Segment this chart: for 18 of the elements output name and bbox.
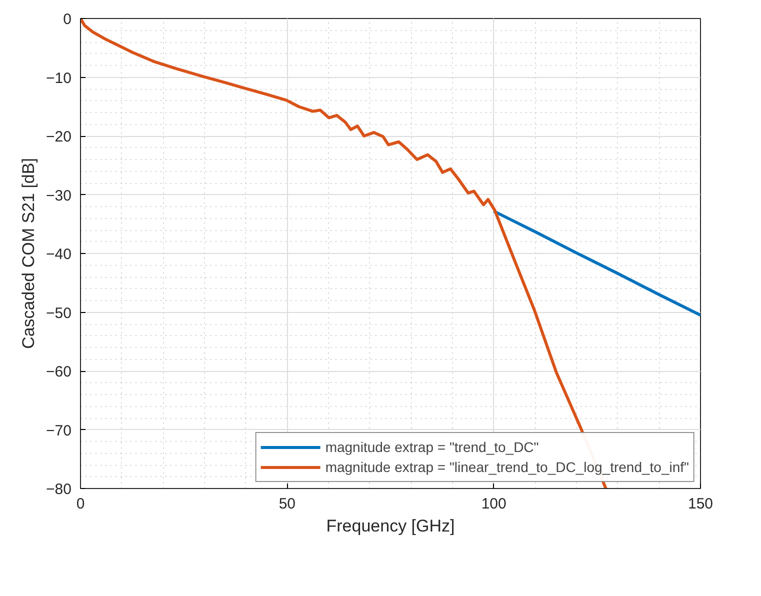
y-tick-label: −80 [46, 481, 72, 498]
y-tick-label: −20 [46, 128, 72, 146]
legend-label: magnitude extrap = "linear_trend_to_DC_log_trend_to_inf" [325, 459, 689, 475]
legend-label: magnitude extrap = "trend_to_DC" [325, 439, 539, 455]
y-axis-title: Cascaded COM S21 [dB] [19, 158, 38, 349]
y-tick-label: −10 [46, 70, 72, 87]
x-tick-label: 100 [481, 496, 506, 512]
y-tick-label: −30 [46, 187, 72, 204]
y-tick-label: −60 [46, 364, 72, 380]
y-tick-label: −40 [46, 246, 72, 263]
x-axis-title: Frequency [GHz] [326, 516, 455, 536]
y-tick-label: 0 [63, 11, 72, 28]
x-tick-label: 150 [688, 496, 714, 512]
line-series [492, 210, 700, 317]
y-tick-label: −50 [46, 304, 72, 322]
x-tick-label: 50 [278, 496, 296, 512]
y-tick-label: −70 [46, 422, 72, 440]
x-tick-label: 0 [76, 496, 85, 512]
